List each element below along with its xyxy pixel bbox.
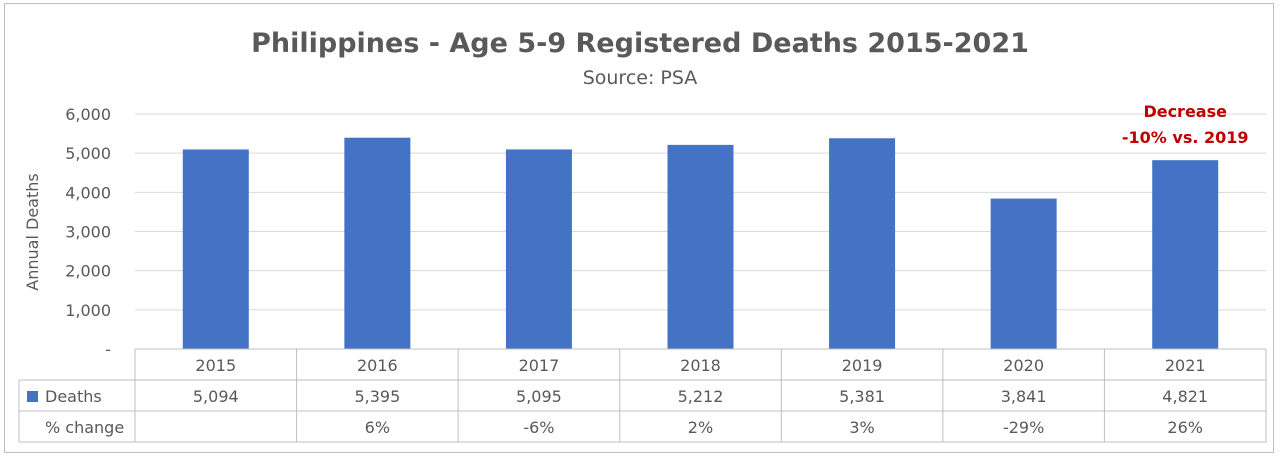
legend-swatch	[27, 391, 38, 402]
y-tick-label: 5,000	[65, 144, 111, 163]
data-label: 4,821	[1162, 387, 1208, 406]
data-label: 5,381	[839, 387, 885, 406]
x-tick-label: 2018	[680, 356, 721, 375]
bar	[667, 144, 734, 349]
legend-label: Deaths	[45, 387, 102, 406]
bar	[829, 138, 896, 349]
bar	[990, 198, 1057, 349]
x-tick-label: 2016	[357, 356, 398, 375]
bar	[182, 149, 249, 349]
y-tick-label: 3,000	[65, 223, 111, 242]
y-axis-title: Annual Deaths	[23, 173, 42, 290]
table-row-label: % change	[45, 418, 124, 437]
data-label: 2%	[688, 418, 713, 437]
bar	[1152, 160, 1219, 349]
y-tick-label: 4,000	[65, 183, 111, 202]
y-axis-ticks: - 1,000 2,000 3,000 4,000 5,000 6,000	[65, 105, 111, 359]
data-label: 3%	[849, 418, 874, 437]
chart-frame: Philippines - Age 5-9 Registered Deaths …	[4, 3, 1274, 453]
data-table: 2015 2016 2017 2018 2019 2020 2021 Deaths 5,094 5…	[18, 348, 1267, 443]
y-tick-label: 6,000	[65, 105, 111, 124]
annotation-text: -10% vs. 2019	[1122, 128, 1249, 147]
data-label: 5,095	[516, 387, 562, 406]
bar-chart: Philippines - Age 5-9 Registered Deaths …	[18, 28, 1267, 443]
bars	[182, 137, 1219, 349]
x-tick-label: 2019	[842, 356, 883, 375]
chart-subtitle: Source: PSA	[583, 67, 698, 89]
bar	[344, 137, 411, 349]
data-label: 5,094	[193, 387, 239, 406]
chart-title: Philippines - Age 5-9 Registered Deaths …	[251, 28, 1029, 59]
data-label: 26%	[1167, 418, 1203, 437]
data-label: 5,212	[678, 387, 724, 406]
x-tick-label: 2017	[519, 356, 560, 375]
data-label: 3,841	[1001, 387, 1047, 406]
y-tick-label: -	[105, 340, 111, 359]
bar	[505, 149, 572, 349]
data-label: -29%	[1003, 418, 1044, 437]
annotation: Decrease -10% vs. 2019	[1122, 102, 1249, 147]
x-tick-label: 2020	[1003, 356, 1044, 375]
y-tick-label: 2,000	[65, 262, 111, 281]
x-tick-label: 2015	[195, 356, 236, 375]
y-tick-label: 1,000	[65, 301, 111, 320]
annotation-text: Decrease	[1143, 102, 1227, 121]
x-tick-label: 2021	[1165, 356, 1206, 375]
data-label: -6%	[523, 418, 554, 437]
data-label: 6%	[365, 418, 390, 437]
data-label: 5,395	[354, 387, 400, 406]
